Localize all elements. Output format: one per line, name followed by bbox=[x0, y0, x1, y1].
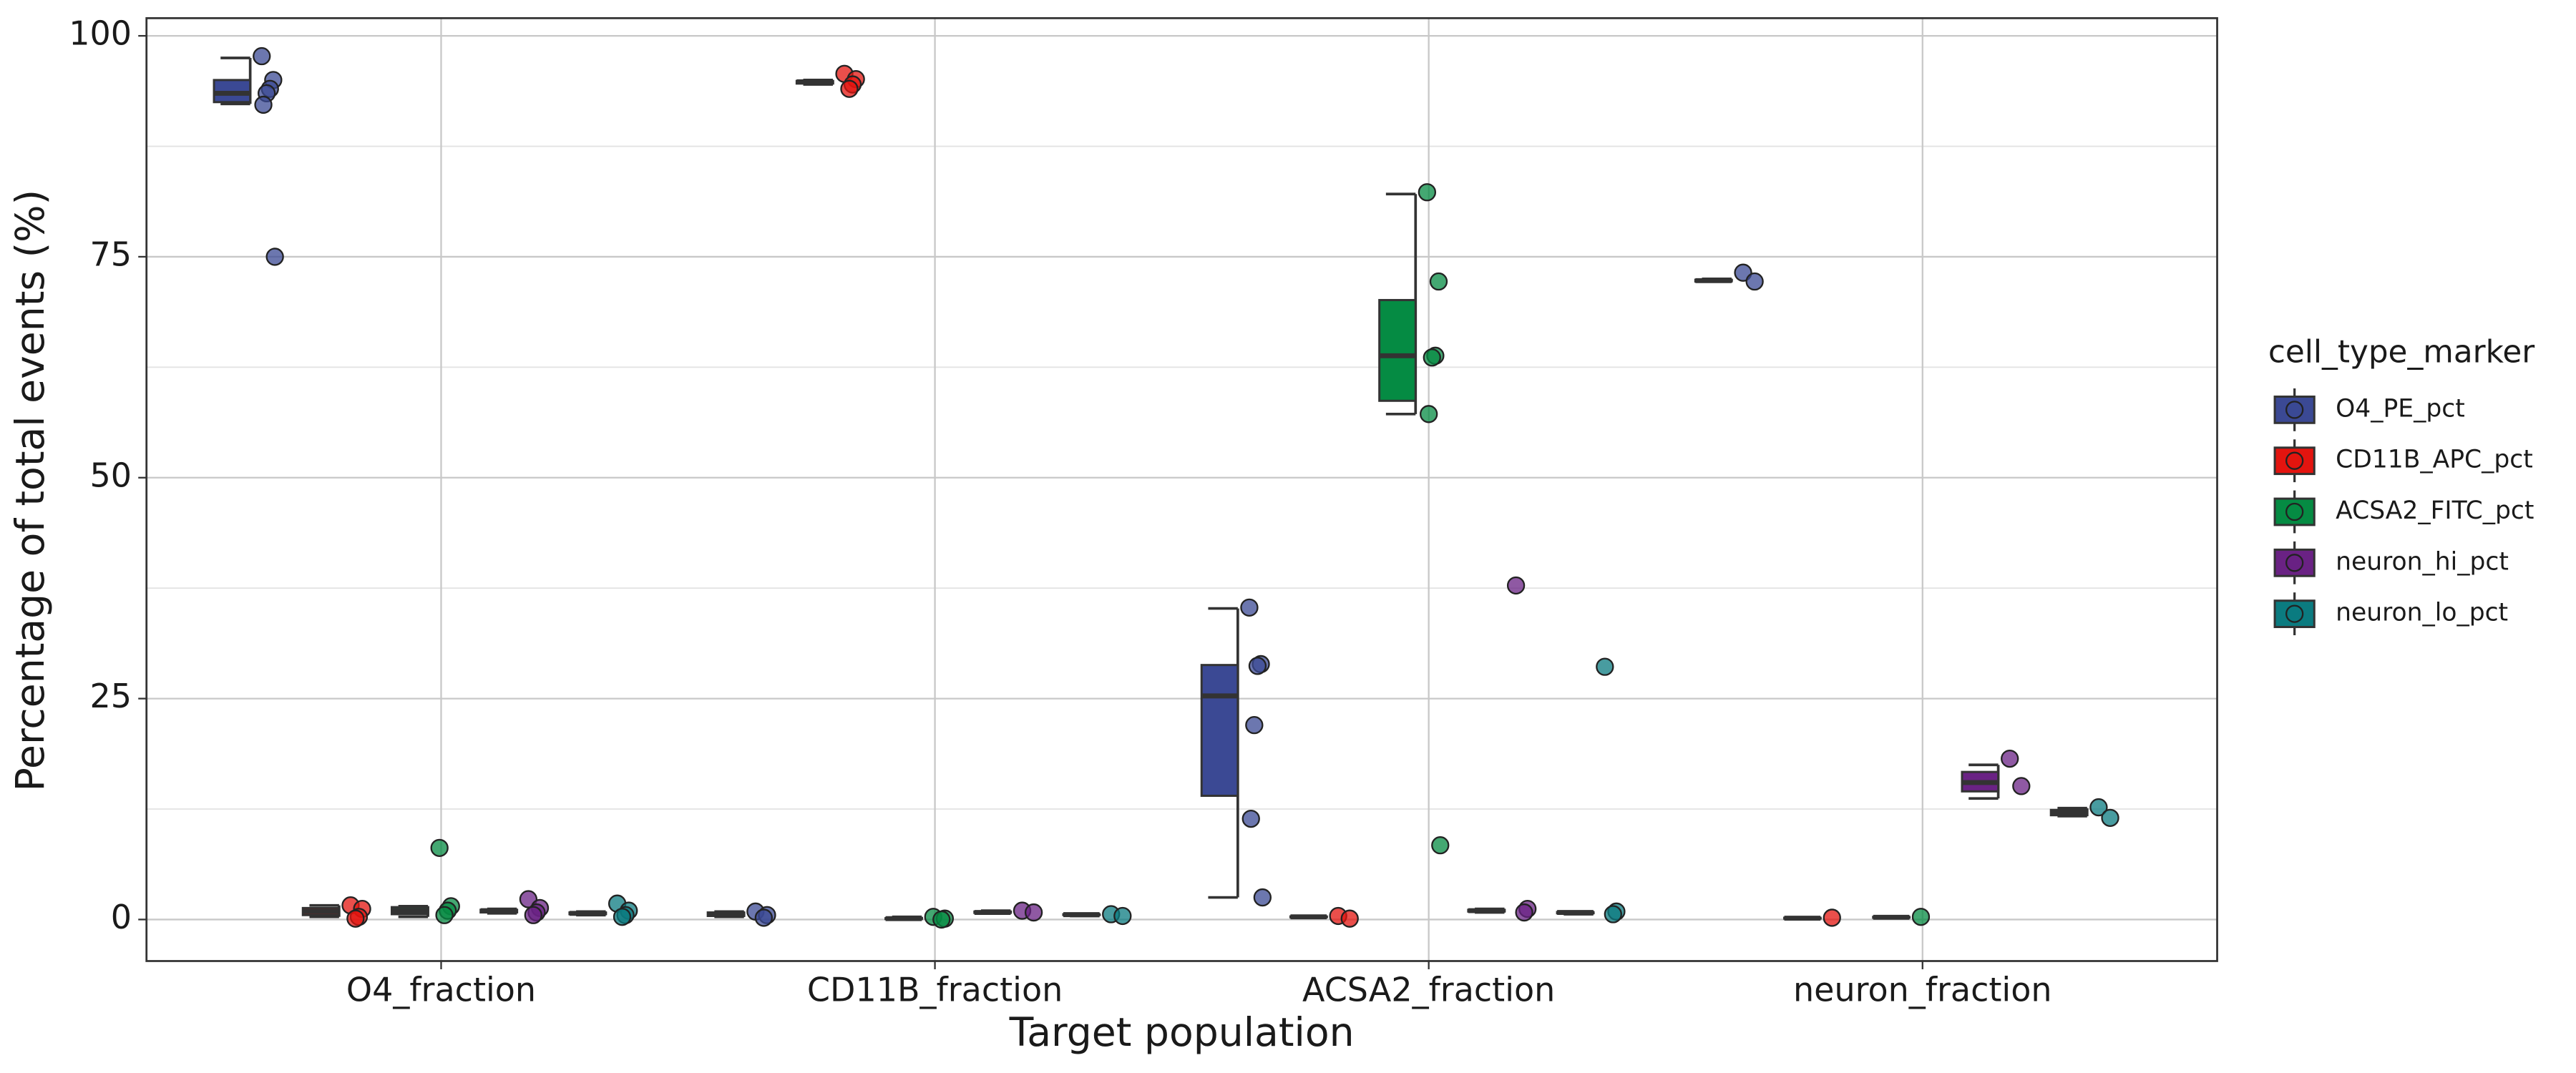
data-point bbox=[1253, 888, 1272, 907]
data-point bbox=[2089, 798, 2108, 817]
data-point bbox=[430, 838, 449, 858]
data-point bbox=[1024, 903, 1043, 922]
legend-label: ACSA2_FITC_pct bbox=[2336, 496, 2534, 525]
data-point bbox=[1340, 909, 1359, 928]
data-point bbox=[524, 906, 542, 924]
data-point bbox=[1506, 576, 1526, 595]
data-point bbox=[932, 910, 951, 929]
data-point bbox=[1823, 908, 1841, 927]
data-point bbox=[1240, 598, 1259, 617]
legend-point bbox=[2285, 401, 2304, 419]
x-axis-title: Target population bbox=[1009, 1010, 1355, 1056]
data-point bbox=[254, 95, 273, 114]
legend-label: neuron_hi_pct bbox=[2336, 547, 2509, 576]
legend-label: CD11B_APC_pct bbox=[2336, 446, 2533, 474]
legend-point bbox=[2285, 604, 2304, 623]
plot-border bbox=[145, 17, 2218, 962]
data-point bbox=[754, 908, 773, 927]
data-point bbox=[1418, 183, 1437, 202]
data-point bbox=[2001, 749, 2019, 768]
data-point bbox=[1911, 908, 1931, 926]
data-point bbox=[265, 248, 284, 266]
data-point bbox=[1745, 272, 1764, 291]
y-tick-label: 50 bbox=[89, 456, 132, 494]
x-tick-label: O4_fraction bbox=[346, 971, 536, 1009]
y-tick-label: 75 bbox=[89, 235, 132, 273]
y-tick-label: 0 bbox=[111, 898, 132, 936]
data-point bbox=[1604, 905, 1622, 923]
x-tick-label: neuron_fraction bbox=[1793, 971, 2052, 1009]
data-point bbox=[1429, 272, 1448, 291]
y-axis-title: Percentage of total events (%) bbox=[8, 190, 54, 791]
x-tick-label: ACSA2_fraction bbox=[1302, 971, 1555, 1009]
x-tick-label: CD11B_fraction bbox=[807, 971, 1063, 1009]
data-point bbox=[435, 906, 454, 924]
box bbox=[1200, 664, 1239, 797]
data-point bbox=[840, 79, 859, 98]
legend-point bbox=[2285, 502, 2304, 521]
legend-point bbox=[2285, 554, 2304, 572]
legend-label: neuron_lo_pct bbox=[2336, 599, 2508, 627]
data-point bbox=[2012, 777, 2031, 795]
data-point bbox=[1423, 348, 1441, 367]
data-point bbox=[2101, 808, 2119, 828]
data-point bbox=[1113, 906, 1132, 926]
data-point bbox=[1431, 836, 1450, 855]
y-tick-label: 25 bbox=[89, 677, 132, 715]
plot-background bbox=[146, 18, 2218, 961]
data-point bbox=[1241, 809, 1260, 828]
data-point bbox=[1248, 657, 1267, 675]
data-point bbox=[346, 909, 365, 928]
data-point bbox=[1515, 903, 1533, 922]
legend-title: cell_type_marker bbox=[2268, 334, 2534, 371]
data-point bbox=[1245, 716, 1264, 735]
y-tick-label: 100 bbox=[69, 14, 132, 53]
data-point bbox=[1420, 405, 1438, 423]
data-point bbox=[253, 46, 271, 66]
legend-label: O4_PE_pct bbox=[2336, 394, 2465, 423]
data-point bbox=[613, 908, 632, 926]
box bbox=[1378, 298, 1417, 402]
data-point bbox=[1596, 657, 1614, 676]
legend-point bbox=[2285, 451, 2304, 470]
